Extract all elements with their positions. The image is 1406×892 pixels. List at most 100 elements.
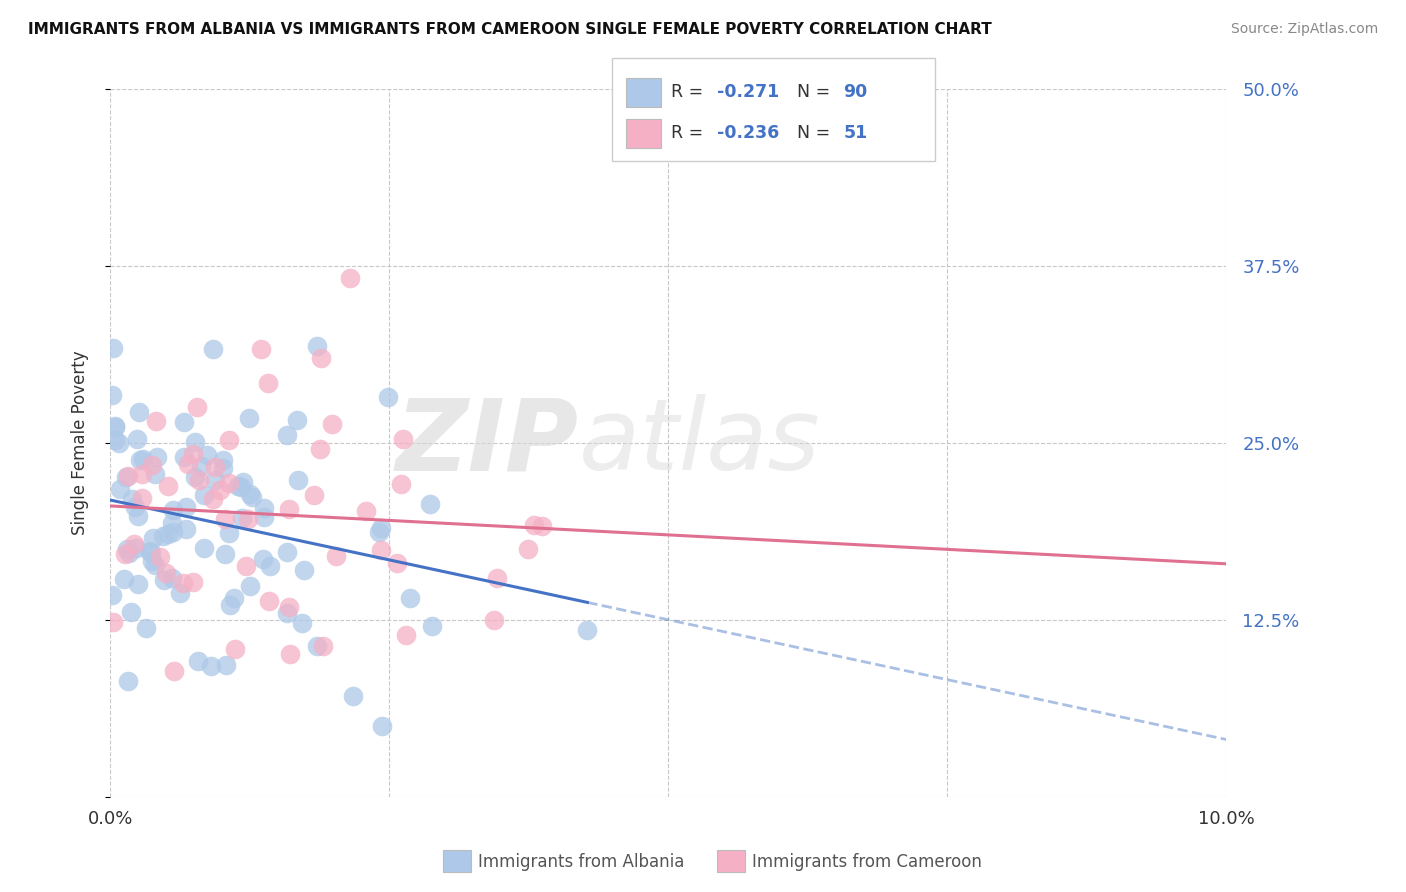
- Text: IMMIGRANTS FROM ALBANIA VS IMMIGRANTS FROM CAMEROON SINGLE FEMALE POVERTY CORREL: IMMIGRANTS FROM ALBANIA VS IMMIGRANTS FR…: [28, 22, 991, 37]
- Text: Immigrants from Cameroon: Immigrants from Cameroon: [752, 853, 981, 871]
- Point: [195, 449, 218, 463]
- Point: [174, 522, 197, 536]
- Point: [117, 468, 139, 483]
- Text: Immigrants from Albania: Immigrants from Albania: [478, 853, 685, 871]
- Point: [143, 558, 166, 572]
- Point: [202, 491, 225, 506]
- Point: [160, 571, 183, 585]
- Point: [124, 500, 146, 514]
- Point: [183, 447, 205, 461]
- Point: [419, 497, 441, 511]
- Text: R =: R =: [671, 83, 709, 101]
- Point: [149, 549, 172, 564]
- Point: [187, 655, 209, 669]
- Point: [530, 518, 553, 533]
- Point: [224, 642, 246, 657]
- Text: -0.236: -0.236: [717, 124, 779, 142]
- Point: [224, 591, 246, 605]
- Point: [370, 543, 392, 558]
- Point: [135, 621, 157, 635]
- Point: [125, 541, 148, 555]
- Point: [276, 606, 298, 620]
- Point: [219, 599, 242, 613]
- Text: R =: R =: [671, 124, 709, 142]
- Point: [240, 491, 263, 505]
- Point: [235, 558, 257, 573]
- Point: [101, 588, 124, 602]
- Point: [218, 475, 240, 490]
- Point: [307, 639, 329, 653]
- Point: [239, 487, 262, 501]
- Point: [278, 647, 301, 661]
- Point: [155, 566, 177, 581]
- Point: [307, 339, 329, 353]
- Point: [325, 549, 347, 564]
- Point: [184, 470, 207, 484]
- Point: [101, 615, 124, 629]
- Point: [311, 639, 333, 653]
- Point: [162, 516, 184, 530]
- Point: [276, 428, 298, 442]
- Point: [162, 524, 184, 539]
- Point: [162, 503, 184, 517]
- Point: [146, 450, 169, 464]
- Text: N =: N =: [797, 124, 837, 142]
- Point: [174, 500, 197, 514]
- Point: [204, 459, 226, 474]
- Point: [114, 548, 136, 562]
- Y-axis label: Single Female Poverty: Single Female Poverty: [72, 351, 89, 535]
- Point: [231, 511, 253, 525]
- Point: [342, 689, 364, 703]
- Text: 51: 51: [844, 124, 868, 142]
- Point: [128, 405, 150, 419]
- Point: [142, 531, 165, 545]
- Point: [104, 419, 127, 434]
- Point: [190, 458, 212, 473]
- Point: [108, 435, 131, 450]
- Point: [127, 432, 149, 446]
- Point: [112, 572, 135, 586]
- Point: [101, 388, 124, 402]
- Point: [173, 415, 195, 429]
- Point: [354, 504, 377, 518]
- Point: [172, 575, 194, 590]
- Point: [238, 512, 260, 526]
- Point: [257, 594, 280, 608]
- Point: [127, 577, 149, 591]
- Point: [229, 480, 252, 494]
- Point: [129, 453, 152, 467]
- Point: [193, 488, 215, 502]
- Point: [214, 547, 236, 561]
- Point: [371, 719, 394, 733]
- Point: [183, 435, 205, 450]
- Point: [399, 591, 422, 606]
- Point: [257, 376, 280, 390]
- Point: [169, 586, 191, 600]
- Point: [253, 501, 276, 516]
- Point: [291, 615, 314, 630]
- Point: [141, 545, 163, 559]
- Point: [138, 544, 160, 558]
- Point: [485, 570, 508, 584]
- Point: [253, 509, 276, 524]
- Point: [104, 434, 127, 448]
- Point: [156, 478, 179, 492]
- Point: [368, 525, 391, 540]
- Point: [173, 450, 195, 465]
- Point: [193, 541, 215, 556]
- Text: Source: ZipAtlas.com: Source: ZipAtlas.com: [1230, 22, 1378, 37]
- Point: [156, 527, 179, 541]
- Text: -0.271: -0.271: [717, 83, 779, 101]
- Text: ZIP: ZIP: [396, 394, 579, 491]
- Point: [211, 461, 233, 475]
- Point: [232, 475, 254, 489]
- Point: [143, 467, 166, 482]
- Point: [101, 342, 124, 356]
- Point: [104, 419, 127, 434]
- Point: [163, 664, 186, 678]
- Point: [278, 502, 301, 516]
- Point: [292, 563, 315, 577]
- Point: [395, 628, 418, 642]
- Point: [392, 432, 415, 446]
- Point: [516, 542, 538, 557]
